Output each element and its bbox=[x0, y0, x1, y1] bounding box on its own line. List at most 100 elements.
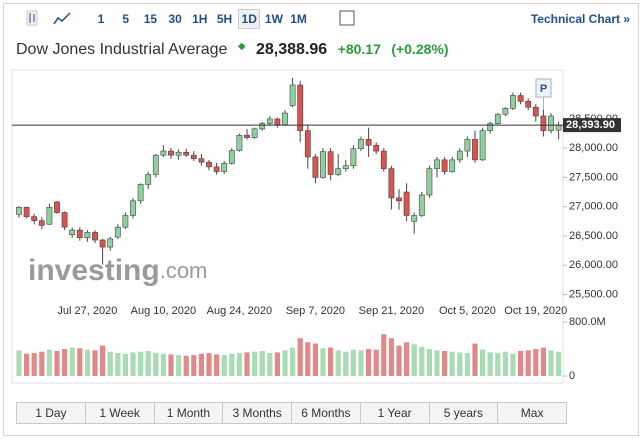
interval-button[interactable]: 1H bbox=[192, 12, 208, 26]
technical-chart-link[interactable]: Technical Chart » bbox=[530, 12, 630, 26]
marker-label: P bbox=[540, 83, 547, 95]
candle-body bbox=[388, 168, 395, 199]
volume-bar bbox=[502, 351, 508, 376]
interval-button[interactable]: 1W bbox=[264, 12, 283, 26]
candle-body bbox=[297, 84, 304, 131]
volume-bar bbox=[328, 347, 334, 376]
candle-body bbox=[525, 101, 532, 108]
y-tick-label: 26,000.00 bbox=[569, 259, 618, 271]
volume-bar bbox=[16, 350, 22, 376]
settings-icon[interactable] bbox=[339, 10, 355, 26]
candle-body bbox=[228, 150, 235, 164]
candle-body bbox=[160, 150, 167, 156]
candle-body bbox=[145, 174, 152, 185]
candle-body bbox=[190, 154, 197, 159]
volume-bar bbox=[62, 349, 68, 376]
volume-bar bbox=[229, 353, 235, 376]
volume-bar bbox=[525, 350, 531, 376]
candle-body bbox=[107, 238, 114, 248]
candle-body bbox=[449, 159, 456, 172]
volume-bar bbox=[24, 353, 30, 376]
candle-body bbox=[130, 200, 136, 216]
candle-body bbox=[69, 229, 76, 236]
candle-body bbox=[114, 226, 121, 238]
volume-bar bbox=[31, 353, 37, 376]
candle-body bbox=[251, 128, 258, 138]
candle-body bbox=[320, 151, 326, 178]
candle-body bbox=[99, 239, 106, 248]
x-tick-label: Aug 24, 2020 bbox=[207, 305, 272, 317]
interval-button[interactable]: 30 bbox=[168, 12, 182, 26]
interval-button[interactable]: 1D bbox=[238, 9, 261, 29]
candle-body bbox=[411, 215, 418, 222]
volume-bar bbox=[533, 349, 539, 376]
candle-body bbox=[221, 163, 228, 172]
price: 28,388.96 bbox=[256, 41, 328, 58]
volume-bar bbox=[335, 350, 341, 376]
candle-body bbox=[92, 232, 98, 241]
range-button[interactable]: Max bbox=[520, 406, 544, 420]
volume-bar bbox=[69, 347, 75, 376]
volume-bar bbox=[312, 343, 318, 376]
candle-icon[interactable] bbox=[26, 10, 38, 26]
candle-body bbox=[555, 125, 562, 131]
candle-body bbox=[426, 168, 433, 196]
instrument-name: Dow Jones Industrial Average bbox=[16, 41, 228, 58]
range-button[interactable]: 1 Month bbox=[155, 403, 224, 423]
interval-button[interactable]: 1M bbox=[290, 12, 307, 26]
watermark: investing.com bbox=[28, 254, 207, 287]
range-button[interactable]: 1 Year bbox=[361, 403, 430, 423]
candle-body bbox=[380, 150, 387, 169]
candle-body bbox=[76, 229, 83, 238]
range-button[interactable]: 1 Day bbox=[17, 403, 86, 423]
candle-body bbox=[38, 220, 45, 226]
candle-body bbox=[61, 212, 68, 228]
candle-body bbox=[16, 206, 22, 215]
header: Dow Jones Industrial Average ◆ 28,388.96… bbox=[16, 41, 455, 59]
volume-bar bbox=[252, 351, 258, 376]
volume-bar bbox=[396, 345, 402, 376]
volume-bar bbox=[160, 353, 166, 376]
volume-bar bbox=[487, 352, 493, 376]
volume-bar bbox=[84, 349, 90, 376]
candle-body bbox=[548, 115, 554, 131]
candle-body bbox=[46, 206, 53, 225]
area-icon[interactable] bbox=[53, 12, 71, 25]
price-label: 28,393.90 bbox=[566, 119, 615, 131]
watermark-main: investing bbox=[28, 254, 160, 287]
volume-bar bbox=[404, 342, 410, 376]
watermark-suffix: .com bbox=[160, 258, 208, 283]
candle-body bbox=[183, 151, 190, 156]
y-tick-label: 27,000.00 bbox=[569, 201, 618, 213]
candle-body bbox=[244, 134, 250, 138]
candle-body bbox=[312, 156, 319, 178]
volume-bar bbox=[290, 347, 296, 376]
volume-bar bbox=[145, 351, 151, 376]
volume-bar bbox=[198, 353, 204, 376]
volume-bar bbox=[244, 352, 250, 376]
volume-bar bbox=[107, 351, 113, 376]
interval-button[interactable]: 15 bbox=[143, 12, 158, 26]
candle-body bbox=[282, 112, 288, 126]
change: +80.17 bbox=[337, 41, 381, 57]
volume-bar bbox=[556, 351, 562, 376]
range-button[interactable]: 3 Months bbox=[223, 403, 292, 423]
interval-button[interactable]: 5 bbox=[122, 12, 130, 26]
range-button[interactable]: 6 Months bbox=[292, 403, 361, 423]
volume-bar bbox=[214, 354, 220, 376]
interval-button[interactable]: 5H bbox=[216, 12, 233, 26]
volume-bar bbox=[434, 350, 440, 376]
interval-button[interactable]: 1 bbox=[97, 12, 105, 26]
volume-bar bbox=[518, 351, 524, 376]
toolbar-icons bbox=[26, 10, 355, 26]
volume-bar bbox=[472, 343, 478, 376]
y-tick-label: 26,500.00 bbox=[569, 230, 618, 242]
candle-body bbox=[510, 95, 516, 109]
x-tick-label: Oct 5, 2020 bbox=[439, 305, 496, 317]
range-button[interactable]: 1 Week bbox=[86, 403, 155, 423]
range-buttons: 1 Day 1 Week 1 Month 3 Months 6 Months 1 Year… bbox=[16, 402, 567, 424]
candle-body bbox=[168, 150, 174, 156]
range-button[interactable]: 5 years bbox=[430, 403, 499, 423]
volume-tick-label: 0 bbox=[569, 370, 575, 382]
volume-bar bbox=[480, 349, 486, 376]
